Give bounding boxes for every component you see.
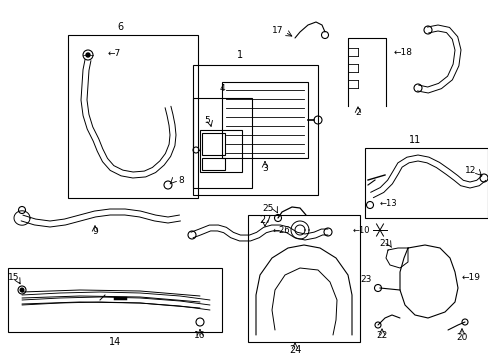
Text: 3: 3 [262,163,267,172]
Text: 6: 6 [117,22,123,32]
Text: 11: 11 [408,135,420,145]
Text: ←19: ←19 [461,274,480,283]
Text: 15: 15 [8,274,20,283]
Bar [200,130,242,172]
Bar [8,268,222,332]
Text: ←10: ←10 [352,225,369,234]
Bar [68,35,198,198]
Bar [193,65,317,195]
Bar [222,82,307,158]
Bar [193,98,251,188]
Text: 14: 14 [109,337,121,347]
Circle shape [20,288,24,292]
Text: ←13: ←13 [379,198,397,207]
Bar [202,133,224,155]
Text: 4: 4 [219,84,224,93]
Text: 12: 12 [464,166,475,175]
Text: 25: 25 [262,203,273,212]
Text: ←26: ←26 [272,225,289,234]
Bar [202,158,224,170]
Text: 27: 27 [258,215,271,225]
Text: 5: 5 [203,116,209,125]
Text: 9: 9 [92,228,98,237]
Text: 22: 22 [376,332,387,341]
Text: 16: 16 [194,332,205,341]
Text: 20: 20 [455,333,467,342]
Text: ←7: ←7 [108,49,121,58]
Circle shape [86,53,90,57]
Text: 8: 8 [178,176,183,185]
Text: 21: 21 [379,239,390,248]
Bar [364,148,487,218]
Text: 1: 1 [237,50,243,60]
Text: 23: 23 [360,275,371,284]
Text: ←18: ←18 [393,48,412,57]
Text: 17: 17 [271,26,283,35]
Text: 24: 24 [288,345,301,355]
Text: 2: 2 [354,108,360,117]
Bar [247,215,359,342]
